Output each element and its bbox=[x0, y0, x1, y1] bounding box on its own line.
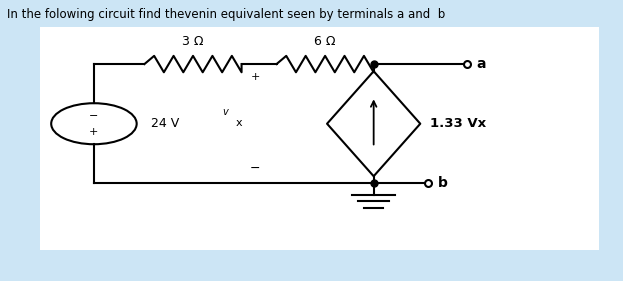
Text: a: a bbox=[476, 57, 486, 71]
Text: −: − bbox=[250, 162, 260, 175]
Text: 6 Ω: 6 Ω bbox=[315, 35, 336, 48]
Text: 1.33 Vx: 1.33 Vx bbox=[430, 117, 486, 130]
Text: b: b bbox=[437, 176, 447, 190]
Text: v: v bbox=[222, 107, 228, 117]
Text: In the folowing circuit find thevenin equivalent seen by terminals a and  b: In the folowing circuit find thevenin eq… bbox=[7, 8, 445, 21]
Text: 24 V: 24 V bbox=[151, 117, 179, 130]
Text: 3 Ω: 3 Ω bbox=[183, 35, 204, 48]
Text: +: + bbox=[250, 72, 260, 82]
FancyBboxPatch shape bbox=[39, 27, 599, 250]
Text: +: + bbox=[89, 127, 98, 137]
Text: x: x bbox=[236, 118, 243, 128]
Text: −: − bbox=[89, 110, 98, 121]
